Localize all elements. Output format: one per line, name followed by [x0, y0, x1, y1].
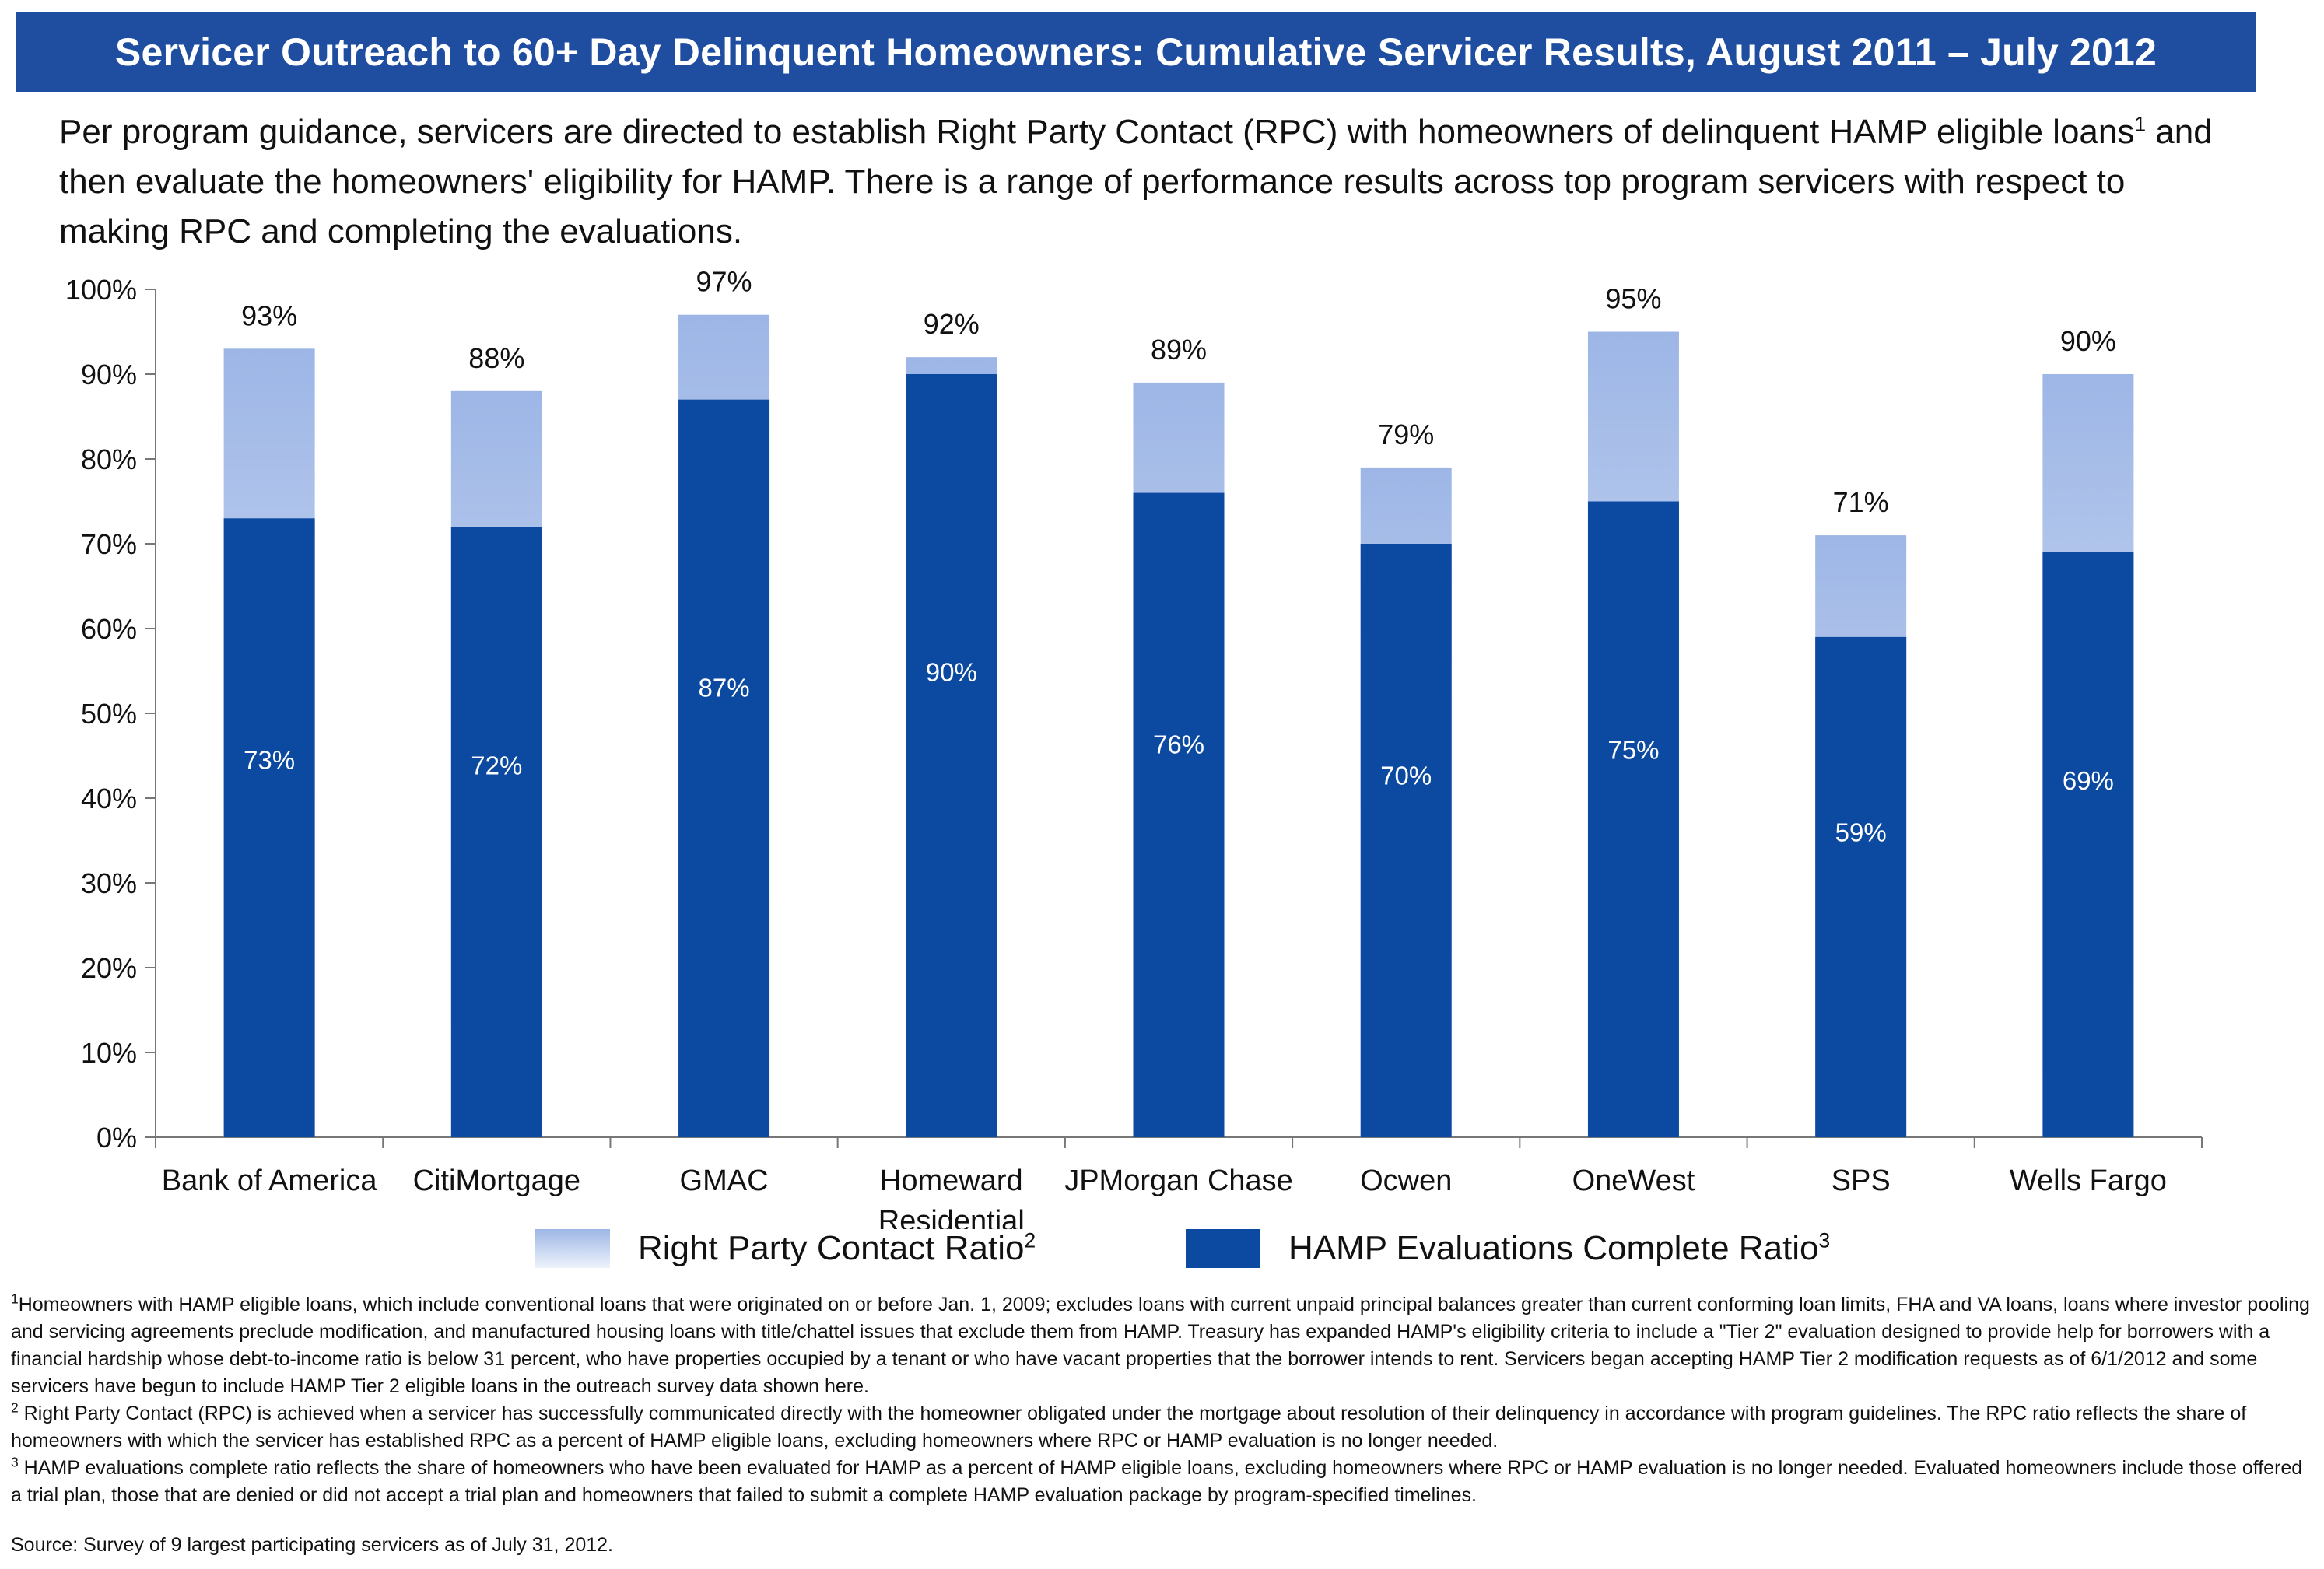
footnote-1: 1Homeowners with HAMP eligible loans, wh… — [11, 1291, 2314, 1400]
intro-text-b: and then evaluate the homeowners' eligib… — [59, 113, 2213, 250]
y-tick-label: 0% — [96, 1122, 137, 1154]
intro-text-a: Per program guidance, servicers are dire… — [59, 113, 2135, 151]
footnote-3: 3 HAMP evaluations complete ratio reflec… — [11, 1455, 2314, 1509]
footnote-3-text: HAMP evaluations complete ratio reflects… — [11, 1457, 2303, 1506]
legend-label-rpc: Right Party Contact Ratio — [638, 1229, 1025, 1267]
bar-hamp — [906, 374, 997, 1137]
chart-legend: Right Party Contact Ratio2 HAMP Evaluati… — [0, 1214, 2324, 1284]
intro-footnote-mark: 1 — [2134, 112, 2147, 136]
y-tick-label: 40% — [81, 783, 137, 814]
x-tick-label: Bank of America — [162, 1164, 378, 1197]
x-tick-label: SPS — [1832, 1164, 1891, 1197]
legend-sup-rpc: 2 — [1024, 1228, 1036, 1252]
x-tick-label: Ocwen — [1360, 1164, 1452, 1197]
data-label-rpc: 95% — [1605, 283, 1661, 315]
bar-hamp — [1133, 492, 1225, 1137]
data-label-hamp: 59% — [1835, 818, 1887, 847]
legend-item-rpc: Right Party Contact Ratio2 — [535, 1229, 1036, 1268]
y-tick-label: 50% — [81, 698, 137, 730]
x-tick-label: OneWest — [1572, 1164, 1695, 1197]
data-label-rpc: 79% — [1378, 419, 1434, 450]
data-label-rpc: 92% — [924, 308, 980, 340]
legend-swatch-hamp — [1186, 1229, 1260, 1268]
y-tick-label: 10% — [81, 1037, 137, 1069]
legend-swatch-rpc — [535, 1229, 610, 1268]
y-tick-label: 100% — [65, 274, 137, 306]
bar-hamp — [1587, 501, 1679, 1137]
x-tick-label: GMAC — [680, 1164, 769, 1197]
source-note: Source: Survey of 9 largest participatin… — [11, 1534, 613, 1556]
y-tick-label: 60% — [81, 613, 137, 645]
footnote-2-mark: 2 — [11, 1399, 19, 1416]
data-label-rpc: 90% — [2060, 325, 2116, 357]
data-label-hamp: 90% — [926, 658, 977, 687]
y-tick-label: 80% — [81, 443, 137, 475]
bar-hamp — [223, 518, 315, 1137]
data-label-hamp: 75% — [1607, 735, 1659, 764]
bar-hamp — [678, 399, 770, 1137]
data-label-rpc: 97% — [696, 266, 752, 298]
data-label-rpc: 89% — [1151, 334, 1207, 366]
y-tick-label: 70% — [81, 528, 137, 560]
footnote-1-text: Homeowners with HAMP eligible loans, whi… — [11, 1294, 2310, 1397]
x-tick-label: Homeward Residential — [878, 1164, 1025, 1229]
data-label-rpc: 88% — [468, 342, 524, 374]
data-label-rpc: 71% — [1833, 486, 1889, 518]
data-label-hamp: 73% — [244, 746, 295, 775]
footnote-1-mark: 1 — [11, 1291, 19, 1307]
footnote-3-mark: 3 — [11, 1454, 19, 1470]
x-tick-label: Wells Fargo — [2010, 1164, 2167, 1197]
data-label-rpc: 93% — [241, 299, 297, 331]
bar-hamp — [1815, 636, 1907, 1137]
bar-chart: 0% 10% 20% 30% 40% 50% 60% 70% 80% 90% 100% 93% 73% B… — [65, 266, 2203, 1229]
footnote-2-text: Right Party Contact (RPC) is achieved wh… — [11, 1403, 2247, 1452]
bar-hamp — [450, 527, 542, 1137]
y-tick-label: 90% — [81, 359, 137, 390]
legend-item-hamp: HAMP Evaluations Complete Ratio3 — [1186, 1229, 1830, 1268]
title-banner: Servicer Outreach to 60+ Day Delinquent … — [16, 12, 2256, 92]
data-label-hamp: 76% — [1153, 730, 1204, 759]
data-label-hamp: 69% — [2063, 766, 2114, 795]
bar-hamp — [2042, 552, 2134, 1137]
x-tick-label: JPMorgan Chase — [1064, 1164, 1293, 1197]
bar-hamp — [1360, 544, 1452, 1137]
data-label-hamp: 70% — [1380, 762, 1432, 790]
x-tick-label: CitiMortgage — [413, 1164, 580, 1197]
legend-label-hamp: HAMP Evaluations Complete Ratio — [1288, 1229, 1819, 1267]
data-label-hamp: 72% — [471, 751, 522, 779]
y-tick-label: 30% — [81, 867, 137, 899]
page-title: Servicer Outreach to 60+ Day Delinquent … — [114, 30, 2157, 74]
footnote-2: 2 Right Party Contact (RPC) is achieved … — [11, 1400, 2314, 1455]
data-label-hamp: 87% — [699, 674, 750, 702]
intro-paragraph: Per program guidance, servicers are dire… — [59, 107, 2238, 257]
y-tick-label: 20% — [81, 952, 137, 984]
footnotes: 1Homeowners with HAMP eligible loans, wh… — [11, 1291, 2314, 1509]
legend-sup-hamp: 3 — [1818, 1228, 1831, 1252]
